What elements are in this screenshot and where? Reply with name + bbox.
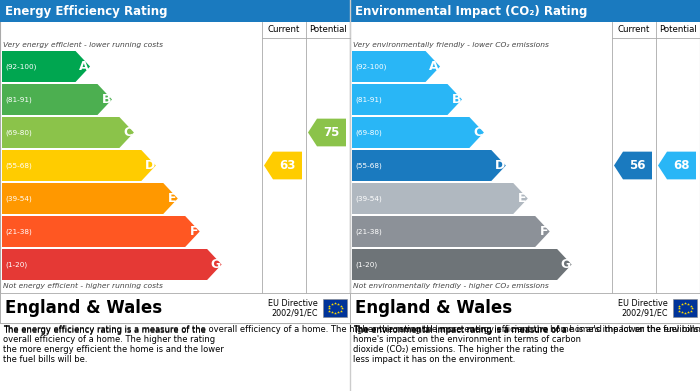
Bar [0, 293, 350, 323]
Text: EU Directive: EU Directive [268, 298, 318, 307]
Text: C: C [474, 126, 483, 139]
Polygon shape [658, 152, 696, 179]
Text: the fuel bills will be.: the fuel bills will be. [3, 355, 88, 364]
Bar [323, 299, 347, 317]
Polygon shape [352, 117, 484, 148]
Text: Environmental Impact (CO₂) Rating: Environmental Impact (CO₂) Rating [355, 5, 587, 18]
Text: A: A [79, 60, 89, 73]
Polygon shape [2, 249, 222, 280]
Bar [673, 299, 697, 317]
Text: less impact it has on the environment.: less impact it has on the environment. [353, 355, 515, 364]
Text: E: E [168, 192, 177, 205]
Polygon shape [614, 152, 652, 179]
Bar [350, 0, 700, 22]
Polygon shape [352, 51, 440, 82]
Text: 2002/91/EC: 2002/91/EC [272, 308, 318, 317]
Polygon shape [352, 249, 572, 280]
Text: B: B [102, 93, 111, 106]
Text: B: B [452, 93, 461, 106]
Text: (92-100): (92-100) [355, 63, 386, 70]
Bar [350, 293, 700, 323]
Text: The environmental impact rating is a measure of a: The environmental impact rating is a mea… [353, 326, 567, 335]
Text: (69-80): (69-80) [5, 129, 32, 136]
Text: Energy Efficiency Rating: Energy Efficiency Rating [5, 5, 167, 18]
Text: (55-68): (55-68) [5, 162, 32, 169]
Text: Very environmentally friendly - lower CO₂ emissions: Very environmentally friendly - lower CO… [353, 42, 549, 48]
Polygon shape [2, 183, 178, 214]
Text: (39-54): (39-54) [355, 195, 382, 202]
Text: G: G [211, 258, 220, 271]
Polygon shape [2, 150, 156, 181]
Text: C: C [124, 126, 133, 139]
Text: (1-20): (1-20) [5, 261, 27, 268]
Text: 75: 75 [323, 126, 340, 139]
Polygon shape [352, 150, 506, 181]
Text: A: A [429, 60, 439, 73]
Text: Not energy efficient - higher running costs: Not energy efficient - higher running co… [3, 283, 163, 289]
Text: England & Wales: England & Wales [355, 299, 512, 317]
Text: Very energy efficient - lower running costs: Very energy efficient - lower running co… [3, 42, 163, 48]
Polygon shape [352, 84, 462, 115]
Text: G: G [561, 258, 570, 271]
Polygon shape [2, 84, 112, 115]
Text: F: F [540, 225, 549, 238]
Text: Current: Current [618, 25, 650, 34]
Text: 63: 63 [279, 159, 295, 172]
Text: the more energy efficient the home is and the lower: the more energy efficient the home is an… [3, 345, 224, 354]
Text: Not environmentally friendly - higher CO₂ emissions: Not environmentally friendly - higher CO… [353, 283, 549, 289]
Text: England & Wales: England & Wales [5, 299, 162, 317]
Polygon shape [2, 117, 134, 148]
Text: (1-20): (1-20) [355, 261, 377, 268]
Polygon shape [2, 51, 90, 82]
Text: (92-100): (92-100) [5, 63, 36, 70]
Text: (21-38): (21-38) [355, 228, 382, 235]
Text: The energy efficiency rating is a measure of the: The energy efficiency rating is a measur… [3, 326, 206, 335]
Text: D: D [145, 159, 155, 172]
Text: D: D [495, 159, 505, 172]
Text: Potential: Potential [309, 25, 347, 34]
Text: (69-80): (69-80) [355, 129, 382, 136]
Text: (39-54): (39-54) [5, 195, 32, 202]
Text: (21-38): (21-38) [5, 228, 32, 235]
Text: Current: Current [268, 25, 300, 34]
Bar [0, 0, 350, 323]
Text: The energy efficiency rating is a measure of the overall efficiency of a home. T: The energy efficiency rating is a measur… [3, 325, 700, 334]
Text: E: E [518, 192, 527, 205]
Polygon shape [308, 118, 346, 146]
Text: (81-91): (81-91) [5, 96, 32, 103]
Text: EU Directive: EU Directive [618, 298, 668, 307]
Text: overall efficiency of a home. The higher the rating: overall efficiency of a home. The higher… [3, 335, 215, 344]
Text: 56: 56 [629, 159, 646, 172]
Polygon shape [352, 183, 528, 214]
Text: (81-91): (81-91) [355, 96, 382, 103]
Text: 2002/91/EC: 2002/91/EC [622, 308, 668, 317]
Text: dioxide (CO₂) emissions. The higher the rating the: dioxide (CO₂) emissions. The higher the … [353, 345, 564, 354]
Bar [0, 0, 350, 22]
Text: home's impact on the environment in terms of carbon: home's impact on the environment in term… [353, 335, 581, 344]
Text: Potential: Potential [659, 25, 697, 34]
Text: (55-68): (55-68) [355, 162, 382, 169]
Polygon shape [352, 216, 550, 247]
Text: The environmental impact rating is a measure of a home's impact on the environme: The environmental impact rating is a mea… [353, 325, 700, 334]
Text: 68: 68 [673, 159, 690, 172]
Polygon shape [2, 216, 199, 247]
Bar [350, 0, 700, 323]
Polygon shape [264, 152, 302, 179]
Text: F: F [190, 225, 199, 238]
